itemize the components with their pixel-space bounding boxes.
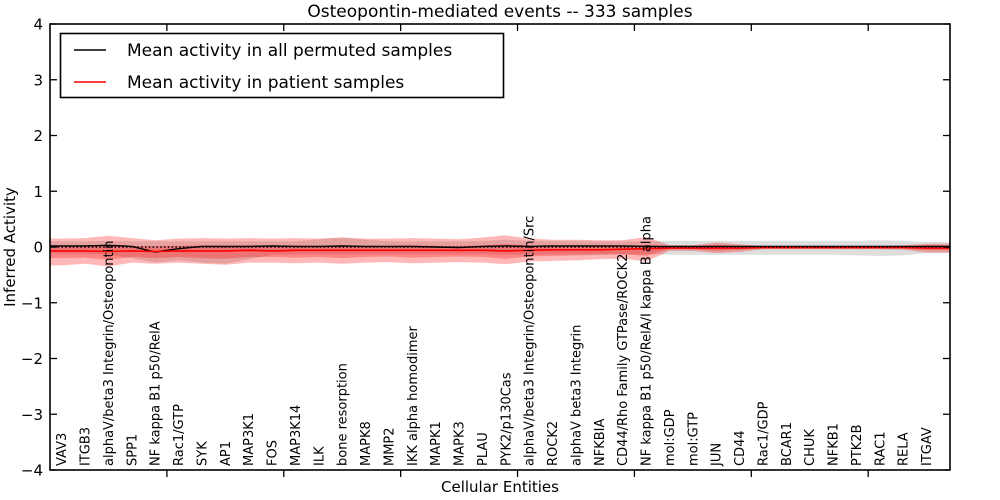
- legend-label-patient: Mean activity in patient samples: [127, 73, 404, 93]
- x-category-label: RELA: [897, 432, 912, 466]
- x-category-label: MAPK3: [453, 421, 468, 466]
- y-tick-label: 3: [33, 71, 43, 89]
- x-category-label: PLAU: [476, 432, 491, 466]
- x-category-label: Rac1/GDP: [757, 401, 772, 466]
- legend-box: [59, 32, 505, 99]
- x-category-label: ITGB3: [79, 427, 94, 466]
- x-category-label: MAP3K1: [242, 413, 257, 466]
- x-category-label: MAPK1: [429, 421, 444, 466]
- x-category-label: SYK: [195, 441, 210, 466]
- x-category-label: MAP3K14: [289, 405, 304, 466]
- y-tick-label: 4: [33, 16, 43, 34]
- x-category-label: RAC1: [873, 431, 888, 466]
- x-category-label: ROCK2: [546, 421, 561, 466]
- x-category-label: alphaV/beta3 Integrin/Osteopontin/Src: [523, 216, 538, 466]
- x-category-label: VAV3: [55, 433, 70, 466]
- y-tick-label: 2: [33, 127, 43, 145]
- legend-label-permuted: Mean activity in all permuted samples: [127, 41, 452, 61]
- x-axis-label: Cellular Entities: [441, 478, 559, 496]
- y-tick-label: −2: [21, 350, 43, 368]
- x-category-label: FOS: [266, 440, 281, 466]
- x-category-label: AP1: [219, 441, 234, 466]
- x-category-label: CD44: [733, 430, 748, 466]
- y-axis-label: Inferred Activity: [1, 187, 19, 307]
- x-category-label: JUN: [710, 443, 725, 467]
- plot-area: −4 −3 −2 −1 0 1 2 3 4 VAV3 ITGB3 alphaV/beta3 Integ…: [21, 16, 951, 480]
- x-category-label: mol:GDP: [663, 409, 678, 466]
- x-category-label: SPP1: [125, 434, 140, 466]
- x-category-label: ITGAV: [920, 427, 935, 466]
- legend: Mean activity in all permuted samples Me…: [59, 32, 505, 99]
- x-category-label: PYK2/p130Cas: [499, 372, 514, 466]
- x-category-label: MAPK8: [359, 421, 374, 466]
- x-category-label: BCAR1: [780, 422, 795, 466]
- permuted-mean-line: [50, 244, 950, 253]
- x-category-label: alphaV beta3 Integrin: [570, 325, 585, 466]
- x-category-label: NF kappa B1 p50/RelA/I kappa B alpha: [640, 216, 655, 466]
- x-category-label: NF kappa B1 p50/RelA: [149, 321, 164, 466]
- x-category-label: PTK2B: [850, 425, 865, 467]
- x-category-label: ILK: [312, 446, 327, 466]
- x-category-label: CD44/Rho Family GTPase/ROCK2: [616, 254, 631, 466]
- y-tick-label: −1: [21, 294, 43, 312]
- patient-mean-line: [50, 246, 950, 253]
- x-category-label: Rac1/GTP: [172, 404, 187, 466]
- x-category-label: NFKBIA: [593, 419, 608, 466]
- y-tick-label: −4: [21, 462, 43, 480]
- y-tick-label: 0: [33, 239, 43, 257]
- x-category-label: MMP2: [383, 427, 398, 466]
- x-category-label: mol:GTP: [686, 412, 701, 466]
- x-category-label: alphaV/beta3 Integrin/Osteopontin: [102, 241, 117, 466]
- x-category-label: NFKB1: [827, 423, 842, 466]
- x-category-label: IKK alpha homodimer: [406, 325, 421, 466]
- x-category-label: bone resorption: [336, 363, 351, 466]
- y-tick-label: 1: [33, 183, 43, 201]
- x-category-label: CHUK: [803, 429, 818, 466]
- y-tick-label: −3: [21, 406, 43, 424]
- chart-title: Osteopontin-mediated events -- 333 sampl…: [307, 2, 692, 22]
